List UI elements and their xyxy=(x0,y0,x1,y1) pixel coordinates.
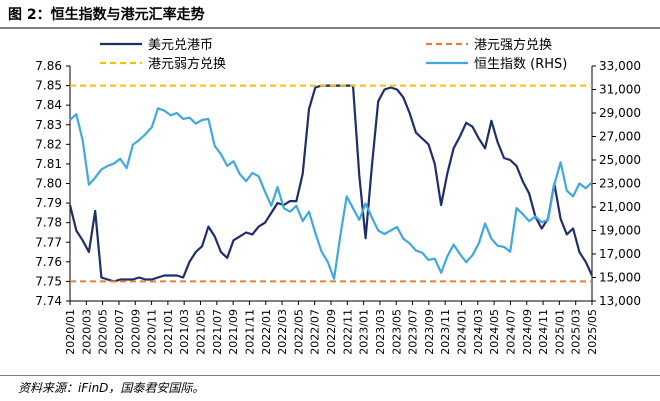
source-rule xyxy=(0,375,660,376)
left-tick-label: 7.78 xyxy=(35,216,62,230)
x-tick-label: 2024/11 xyxy=(537,309,550,355)
left-tick-label: 7.76 xyxy=(35,255,62,269)
x-tick-label: 2024/05 xyxy=(488,309,501,355)
x-tick-label: 2023/03 xyxy=(374,309,387,355)
x-tick-label: 2024/01 xyxy=(456,309,469,355)
x-tick-label: 2020/05 xyxy=(97,309,110,355)
x-tick-label: 2020/07 xyxy=(113,309,126,355)
x-tick-label: 2020/11 xyxy=(146,309,159,355)
source-note: 资料来源：iFinD，国泰君安国际。 xyxy=(18,381,205,395)
x-tick-label: 2022/11 xyxy=(341,309,354,355)
x-tick-label: 2023/07 xyxy=(407,309,420,355)
x-tick-label: 2021/05 xyxy=(195,309,208,355)
right-tick-label: 13,000 xyxy=(599,294,641,308)
x-tick-label: 2023/01 xyxy=(358,309,371,355)
right-tick-label: 31,000 xyxy=(599,83,641,97)
x-tick-label: 2022/03 xyxy=(276,309,289,355)
title-rule xyxy=(0,27,660,29)
left-tick-label: 7.77 xyxy=(35,235,62,249)
right-tick-label: 25,000 xyxy=(599,153,641,167)
x-tick-label: 2020/03 xyxy=(80,309,93,355)
right-tick-label: 17,000 xyxy=(599,247,641,261)
x-tick-label: 2021/07 xyxy=(211,309,224,355)
legend-label: 恒生指数 (RHS) xyxy=(474,57,567,72)
x-tick-label: 2021/01 xyxy=(162,309,175,355)
series-line-3 xyxy=(69,107,593,280)
left-tick-label: 7.82 xyxy=(35,137,62,151)
series-line-0 xyxy=(68,84,593,283)
left-tick-label: 7.84 xyxy=(35,98,62,112)
x-tick-label: 2025/01 xyxy=(553,309,566,355)
right-tick-label: 23,000 xyxy=(599,177,641,191)
x-tick-label: 2023/11 xyxy=(439,309,452,355)
x-tick-label: 2020/01 xyxy=(64,309,77,355)
x-tick-label: 2023/05 xyxy=(390,309,403,355)
x-tick-label: 2023/09 xyxy=(423,309,436,355)
x-tick-label: 2025/05 xyxy=(586,309,599,355)
x-tick-label: 2025/03 xyxy=(570,309,583,355)
legend-label: 港元强方兑换 xyxy=(474,37,552,53)
x-tick-label: 2021/09 xyxy=(227,309,240,355)
x-tick-label: 2022/05 xyxy=(292,309,305,355)
axes: 7.74 7.75 7.76 7.77 7.78 7.79 7.80 7.81 7.82 7.83… xyxy=(35,59,641,355)
x-tick-label: 2021/11 xyxy=(243,309,256,355)
left-tick-label: 7.81 xyxy=(35,157,62,171)
right-tick-label: 21,000 xyxy=(599,200,641,214)
series-lines xyxy=(68,84,593,283)
left-tick-label: 7.83 xyxy=(35,118,62,132)
x-tick-label: 2024/09 xyxy=(521,309,534,355)
right-tick-label: 27,000 xyxy=(599,130,641,144)
left-tick-label: 7.79 xyxy=(35,196,62,210)
x-tick-label: 2024/07 xyxy=(504,309,517,355)
right-tick-label: 19,000 xyxy=(599,224,641,238)
x-tick-label: 2022/01 xyxy=(260,309,273,355)
legend-label: 美元兑港币 xyxy=(148,38,213,53)
left-tick-label: 7.74 xyxy=(35,294,62,308)
x-tick-label: 2022/07 xyxy=(309,309,322,355)
left-tick-label: 7.85 xyxy=(35,79,62,93)
x-tick-label: 2020/09 xyxy=(129,309,142,355)
left-tick-label: 7.75 xyxy=(35,274,62,288)
right-tick-label: 15,000 xyxy=(599,271,641,285)
chart-title: 图 2：恒生指数与港元汇率走势 xyxy=(8,7,205,23)
left-tick-label: 7.80 xyxy=(35,177,62,191)
right-tick-label: 29,000 xyxy=(599,106,641,120)
x-tick-label: 2022/09 xyxy=(325,309,338,355)
right-tick-label: 33,000 xyxy=(599,59,641,73)
x-tick-label: 2024/03 xyxy=(472,309,485,355)
legend-label: 港元弱方兑换 xyxy=(148,56,226,72)
x-tick-label: 2021/03 xyxy=(178,309,191,355)
left-tick-label: 7.86 xyxy=(35,59,62,73)
